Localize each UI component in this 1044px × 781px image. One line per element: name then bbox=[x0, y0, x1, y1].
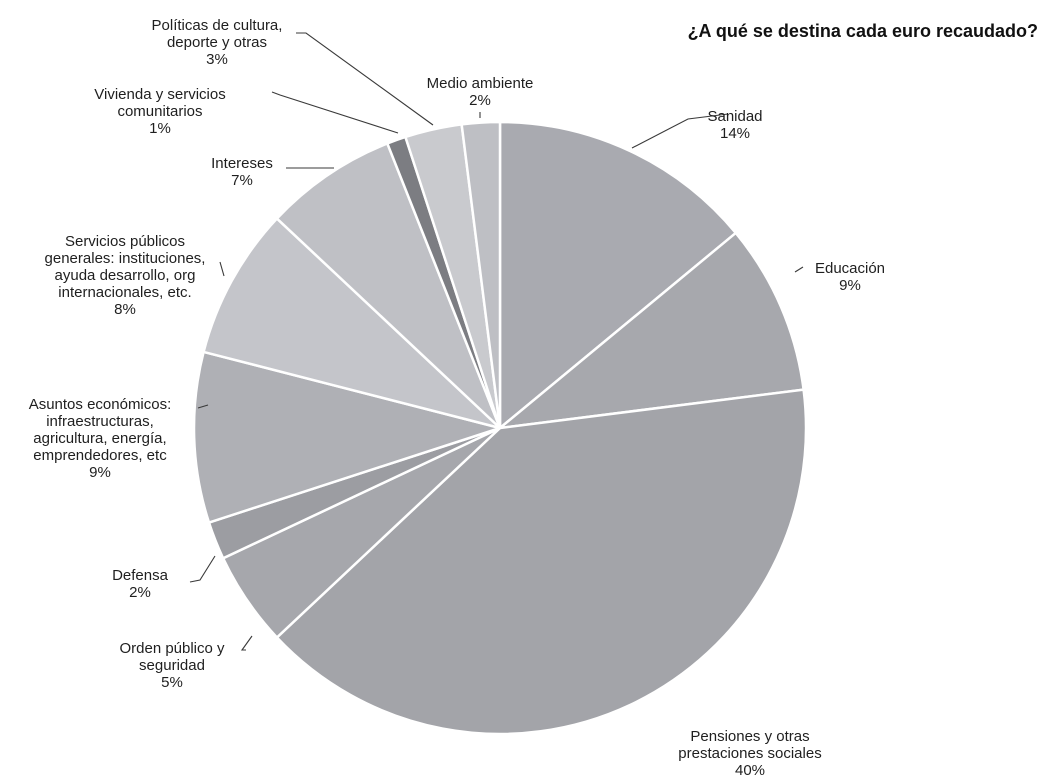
slice-label-line: 2% bbox=[129, 584, 151, 601]
slice-label-10: Políticas de cultura, deporte y otras 3% bbox=[152, 17, 283, 68]
slice-label-line: seguridad bbox=[139, 657, 205, 674]
slice-label-line: Medio ambiente bbox=[427, 75, 534, 92]
pie-slice-1 bbox=[498, 120, 738, 431]
slice-label-line: prestaciones sociales bbox=[678, 745, 821, 762]
pie-slice-7 bbox=[202, 216, 501, 430]
slice-label-8: Intereses 7% bbox=[211, 155, 273, 189]
leader-line-7 bbox=[219, 261, 225, 277]
chart-title: ¿A qué se destina cada euro recaudado? bbox=[688, 21, 1038, 41]
slice-label-line: 1% bbox=[149, 120, 171, 137]
slice-label-5: Defensa 2% bbox=[112, 567, 169, 601]
leader-line-6 bbox=[197, 404, 209, 409]
leader-line-9 bbox=[271, 91, 399, 134]
slice-label-line: internacionales, etc. bbox=[58, 284, 191, 301]
slice-label-line: comunitarios bbox=[117, 103, 202, 120]
pie-slice-8 bbox=[275, 141, 502, 429]
slice-label-line: emprendedores, etc bbox=[33, 447, 167, 464]
pie-slice-11 bbox=[460, 120, 502, 429]
leader-line-1 bbox=[631, 113, 729, 149]
leader-line-2 bbox=[794, 266, 804, 273]
slice-label-line: Asuntos económicos: bbox=[29, 396, 172, 413]
leader-line-10 bbox=[296, 32, 434, 126]
slice-label-line: generales: instituciones, bbox=[45, 250, 206, 267]
slice-label-2: Educación 9% bbox=[815, 260, 885, 294]
slice-label-line: Vivienda y servicios bbox=[94, 86, 225, 103]
slice-label-line: 9% bbox=[89, 464, 111, 481]
slice-label-line: ayuda desarrollo, org bbox=[55, 267, 196, 284]
slice-label-line: 8% bbox=[114, 301, 136, 318]
slice-label-7: Servicios públicos generales: institucion… bbox=[45, 233, 206, 318]
slice-label-line: infraestructuras, bbox=[46, 413, 154, 430]
slice-label-line: 14% bbox=[720, 125, 750, 142]
slice-label-line: deporte y otras bbox=[167, 34, 267, 51]
leader-line-5 bbox=[189, 555, 216, 583]
pie-slice-3 bbox=[275, 388, 808, 736]
slice-label-line: Pensiones y otras bbox=[690, 728, 809, 745]
pie-slice-2 bbox=[495, 231, 805, 430]
slice-label-9: Vivienda y servicios comunitarios 1% bbox=[94, 86, 225, 137]
slice-label-line: 2% bbox=[469, 92, 491, 109]
slice-label-line: 3% bbox=[206, 51, 228, 68]
slice-label-1: Sanidad 14% bbox=[707, 108, 762, 142]
slice-label-line: 7% bbox=[231, 172, 253, 189]
slice-label-line: Defensa bbox=[112, 567, 169, 584]
leader-line-4 bbox=[240, 635, 253, 651]
slice-label-line: Orden público y bbox=[119, 640, 225, 657]
slice-label-line: Servicios públicos bbox=[65, 233, 185, 250]
slice-label-line: Intereses bbox=[211, 155, 273, 172]
slice-label-line: 9% bbox=[839, 277, 861, 294]
slice-label-3: Pensiones y otras prestaciones sociales 40… bbox=[678, 728, 821, 779]
slice-label-line: agricultura, energía, bbox=[33, 430, 166, 447]
slice-label-4: Orden público y seguridad 5% bbox=[119, 640, 225, 691]
slice-label-11: Medio ambiente 2% bbox=[427, 75, 534, 109]
slice-label-line: 5% bbox=[161, 674, 183, 691]
pie-slice-6 bbox=[192, 350, 505, 525]
slice-label-line: Políticas de cultura, bbox=[152, 17, 283, 34]
slice-label-6: Asuntos económicos: infraestructuras, agri… bbox=[29, 396, 172, 481]
slice-label-line: Educación bbox=[815, 260, 885, 277]
slice-label-line: Sanidad bbox=[707, 108, 762, 125]
slice-label-line: 40% bbox=[735, 762, 765, 779]
